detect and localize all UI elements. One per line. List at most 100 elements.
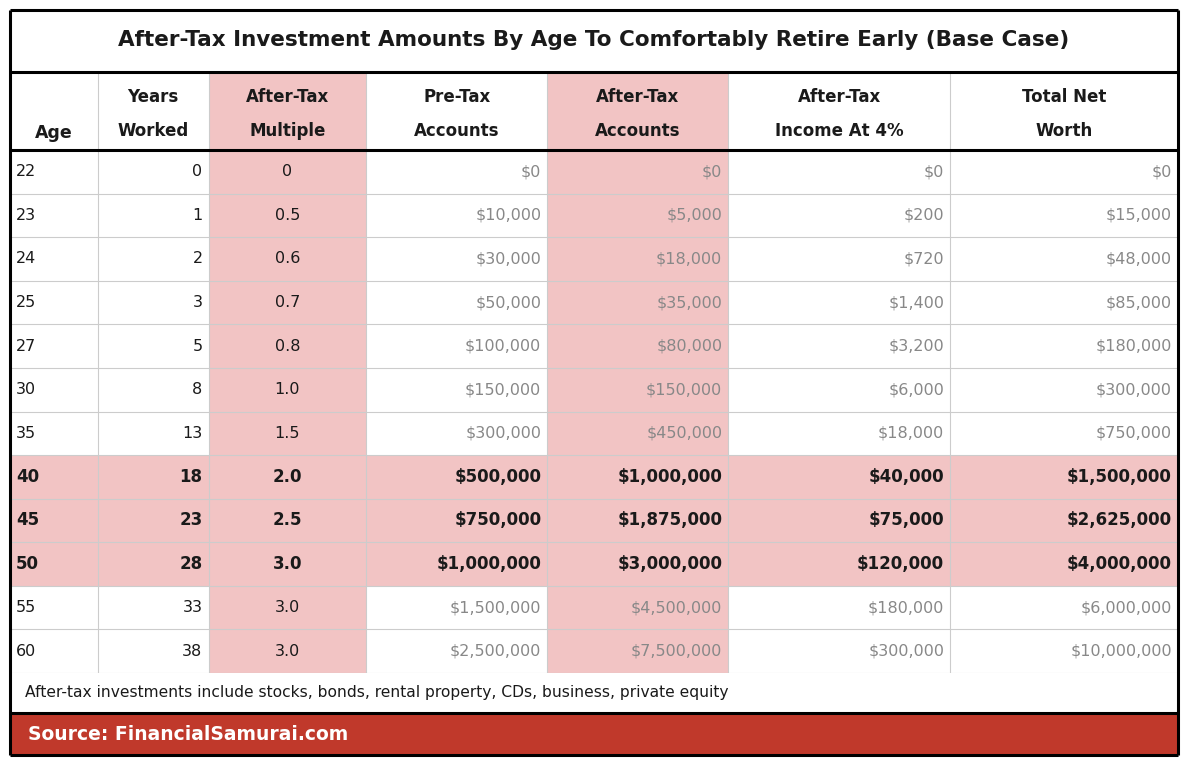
Text: After-Tax: After-Tax: [596, 88, 680, 106]
Text: $180,000: $180,000: [868, 600, 944, 615]
Text: $0: $0: [924, 164, 944, 179]
Text: 60: 60: [15, 644, 37, 658]
Text: $35,000: $35,000: [657, 295, 722, 310]
Text: $75,000: $75,000: [868, 511, 944, 530]
Text: $720: $720: [904, 252, 944, 266]
Text: $40,000: $40,000: [868, 468, 944, 486]
Text: After-tax investments include stocks, bonds, rental property, CDs, business, pri: After-tax investments include stocks, bo…: [25, 685, 728, 700]
Text: Total Net: Total Net: [1022, 88, 1106, 106]
Text: $750,000: $750,000: [1095, 426, 1173, 441]
Text: $1,000,000: $1,000,000: [436, 555, 542, 573]
Text: 35: 35: [15, 426, 36, 441]
Text: 40: 40: [15, 468, 39, 486]
Text: $18,000: $18,000: [656, 252, 722, 266]
Text: 55: 55: [15, 600, 37, 615]
Text: 50: 50: [15, 555, 39, 573]
Text: $5,000: $5,000: [666, 208, 722, 223]
Text: $0: $0: [1151, 164, 1173, 179]
Text: 45: 45: [15, 511, 39, 530]
Text: 30: 30: [15, 382, 36, 398]
Text: 24: 24: [15, 252, 37, 266]
Text: 2: 2: [192, 252, 203, 266]
Text: 5: 5: [192, 339, 203, 353]
Text: 38: 38: [182, 644, 203, 658]
Text: After-Tax: After-Tax: [797, 88, 881, 106]
Text: $120,000: $120,000: [857, 555, 944, 573]
Text: $10,000: $10,000: [475, 208, 542, 223]
Text: 3.0: 3.0: [274, 644, 301, 658]
Text: Years: Years: [127, 88, 178, 106]
Text: $0: $0: [702, 164, 722, 179]
Text: $500,000: $500,000: [454, 468, 542, 486]
Text: 23: 23: [15, 208, 36, 223]
Text: $30,000: $30,000: [475, 252, 542, 266]
Text: $100,000: $100,000: [465, 339, 542, 353]
Text: $48,000: $48,000: [1106, 252, 1173, 266]
Text: 0.6: 0.6: [274, 252, 301, 266]
Text: Income At 4%: Income At 4%: [775, 121, 904, 140]
Text: 0: 0: [192, 164, 203, 179]
Text: $1,400: $1,400: [889, 295, 944, 310]
Text: $7,500,000: $7,500,000: [631, 644, 722, 658]
Bar: [10, 673, 1178, 713]
Text: Accounts: Accounts: [595, 121, 681, 140]
Text: $750,000: $750,000: [454, 511, 542, 530]
Text: 0.7: 0.7: [274, 295, 301, 310]
Text: Multiple: Multiple: [249, 121, 326, 140]
Text: 1.5: 1.5: [274, 426, 301, 441]
Text: 2.5: 2.5: [273, 511, 302, 530]
Text: $450,000: $450,000: [646, 426, 722, 441]
Text: $150,000: $150,000: [646, 382, 722, 398]
Text: $18,000: $18,000: [878, 426, 944, 441]
Text: 22: 22: [15, 164, 37, 179]
Bar: [10, 499, 1178, 542]
Text: $80,000: $80,000: [656, 339, 722, 353]
Text: $1,500,000: $1,500,000: [1067, 468, 1173, 486]
Text: 0.5: 0.5: [274, 208, 301, 223]
Text: $6,000: $6,000: [889, 382, 944, 398]
Text: 8: 8: [192, 382, 203, 398]
Bar: [10, 455, 1178, 499]
Text: 13: 13: [182, 426, 203, 441]
Text: $200: $200: [904, 208, 944, 223]
Text: $150,000: $150,000: [465, 382, 542, 398]
Text: $2,625,000: $2,625,000: [1067, 511, 1173, 530]
Text: 23: 23: [179, 511, 203, 530]
Text: $15,000: $15,000: [1106, 208, 1173, 223]
Text: $50,000: $50,000: [475, 295, 542, 310]
Text: $3,200: $3,200: [889, 339, 944, 353]
Bar: [209, 72, 366, 673]
Text: Worked: Worked: [118, 121, 189, 140]
Text: $85,000: $85,000: [1106, 295, 1173, 310]
Text: $3,000,000: $3,000,000: [618, 555, 722, 573]
Text: Accounts: Accounts: [413, 121, 499, 140]
Text: $4,000,000: $4,000,000: [1067, 555, 1173, 573]
Text: 18: 18: [179, 468, 203, 486]
Bar: [10, 713, 1178, 755]
Text: 0: 0: [283, 164, 292, 179]
Text: $4,500,000: $4,500,000: [631, 600, 722, 615]
Bar: [548, 72, 728, 673]
Text: Source: FinancialSamurai.com: Source: FinancialSamurai.com: [29, 725, 348, 743]
Text: $6,000,000: $6,000,000: [1081, 600, 1173, 615]
Text: 28: 28: [179, 555, 203, 573]
Text: After-Tax Investment Amounts By Age To Comfortably Retire Early (Base Case): After-Tax Investment Amounts By Age To C…: [119, 30, 1069, 50]
Text: Age: Age: [34, 124, 72, 142]
Text: $300,000: $300,000: [466, 426, 542, 441]
Text: 25: 25: [15, 295, 37, 310]
Text: 3.0: 3.0: [273, 555, 302, 573]
Text: 0.8: 0.8: [274, 339, 301, 353]
Text: 3.0: 3.0: [274, 600, 301, 615]
Text: $0: $0: [520, 164, 542, 179]
Text: Worth: Worth: [1036, 121, 1093, 140]
Text: $10,000,000: $10,000,000: [1070, 644, 1173, 658]
Text: 1: 1: [192, 208, 203, 223]
Text: After-Tax: After-Tax: [246, 88, 329, 106]
Text: $1,000,000: $1,000,000: [618, 468, 722, 486]
Text: 1.0: 1.0: [274, 382, 301, 398]
Bar: [10, 542, 1178, 586]
Text: $1,500,000: $1,500,000: [450, 600, 542, 615]
Text: 33: 33: [183, 600, 203, 615]
Text: $1,875,000: $1,875,000: [618, 511, 722, 530]
Text: 27: 27: [15, 339, 37, 353]
